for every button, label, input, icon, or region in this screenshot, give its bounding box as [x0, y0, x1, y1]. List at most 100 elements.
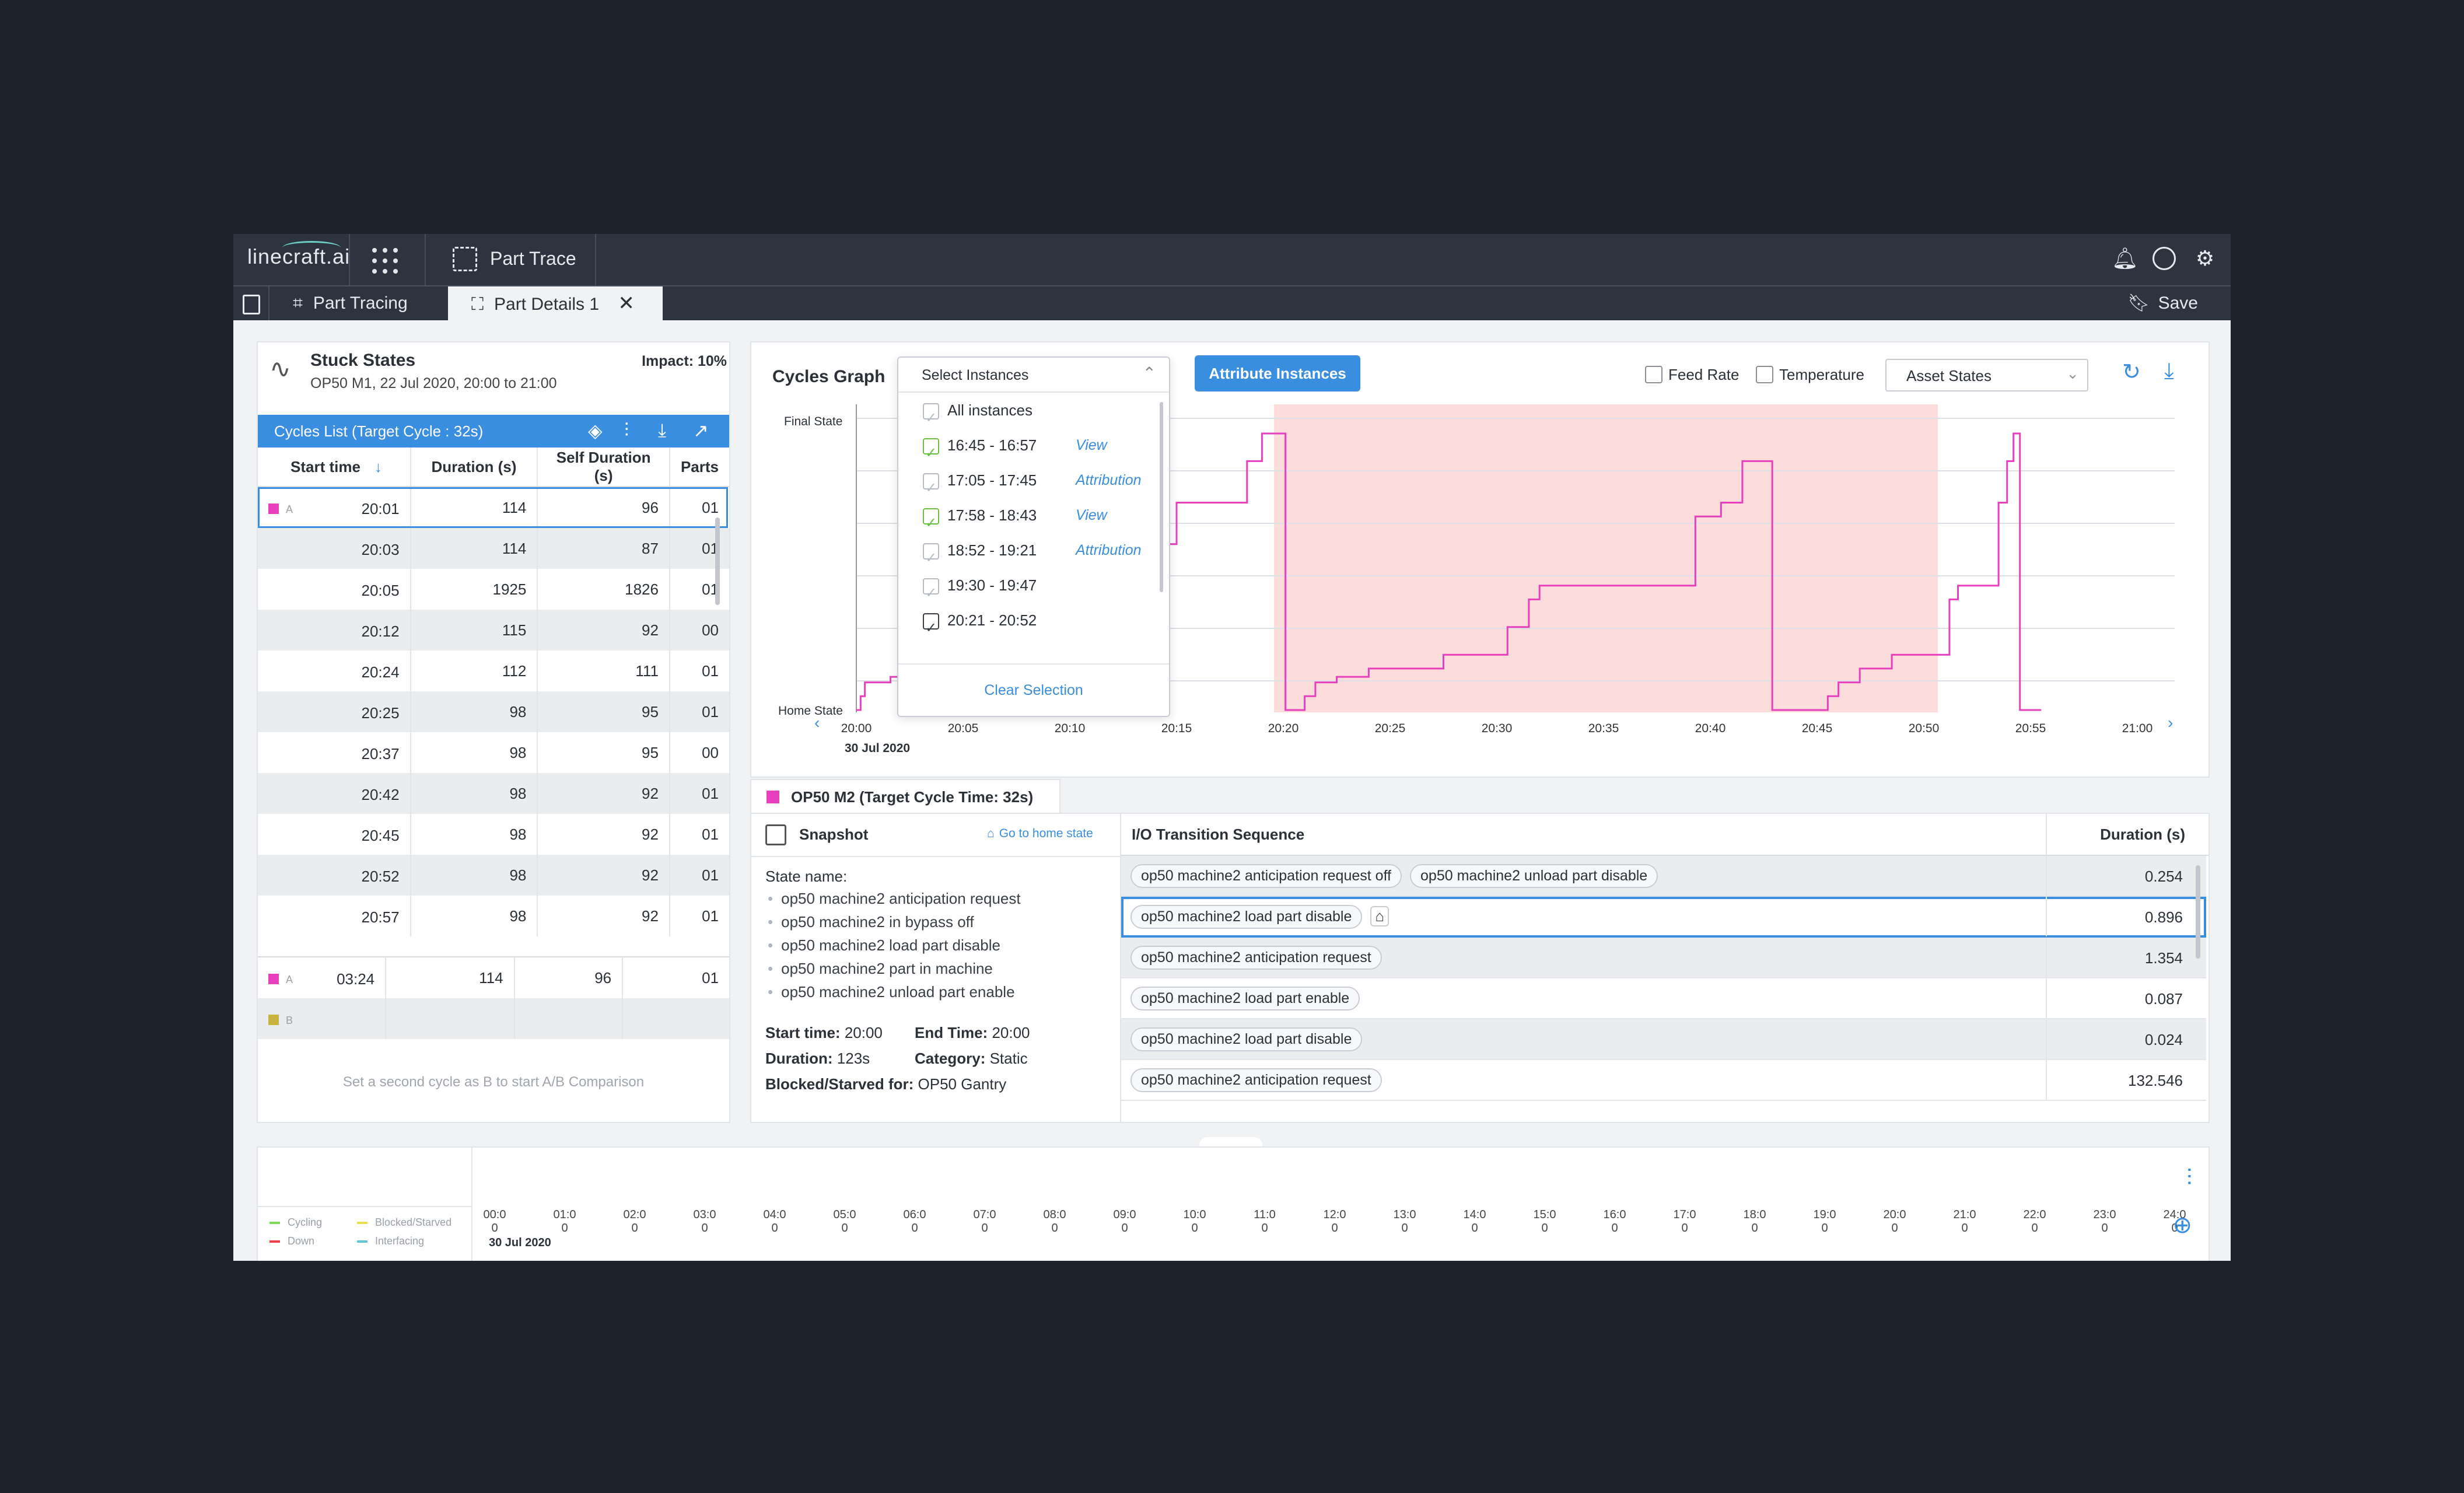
bell-icon[interactable]: 🔔︎: [2112, 246, 2138, 270]
go-home-link[interactable]: ⌂ Go to home state: [987, 827, 1093, 840]
cycle-tag: A: [286, 973, 293, 985]
io-row[interactable]: op50 machine2 load part enable 0.087: [1121, 978, 2206, 1019]
table-row[interactable]: 20:25 98 95 01: [258, 691, 729, 732]
col-parts[interactable]: Parts: [669, 447, 729, 487]
table-row[interactable]: 20:42 98 92 01: [258, 773, 729, 814]
blocked-value: OP50 Gantry: [918, 1075, 1007, 1093]
io-row[interactable]: op50 machine2 anticipation request 132.5…: [1121, 1060, 2206, 1101]
feed-rate-label: Feed Rate: [1668, 366, 1740, 383]
cell-self-duration: 92: [537, 855, 670, 896]
dropdown-scrollbar[interactable]: [1160, 402, 1163, 592]
cell-duration: 98: [410, 691, 538, 732]
cycles-table: Start time ↓ Duration (s) Self Duration (…: [258, 447, 729, 936]
instance-option[interactable]: 20:21 - 20:52: [923, 603, 1156, 646]
view-attribution-link[interactable]: View Attribution: [1076, 507, 1142, 558]
timeline-tick: 18:0 0: [1743, 1208, 1766, 1235]
view-attribution-link[interactable]: View Attribution: [1076, 437, 1142, 488]
sidebar-toggle-icon[interactable]: [243, 295, 260, 314]
instance-option[interactable]: 17:58 - 18:43 View Attribution: [923, 498, 1156, 558]
io-duration: 132.546: [2128, 1072, 2183, 1089]
instance-option[interactable]: All instances: [923, 393, 1156, 436]
instance-checkbox[interactable]: [923, 611, 939, 646]
instance-checkbox[interactable]: [923, 436, 939, 471]
io-row[interactable]: op50 machine2 load part disable 0.024: [1121, 1019, 2206, 1060]
tab-part-tracing[interactable]: ⌗ Part Tracing: [293, 293, 408, 313]
close-icon[interactable]: ✕: [618, 292, 635, 314]
cell-self-duration: 87: [537, 528, 670, 569]
cell-parts: 01: [702, 968, 719, 987]
attribute-instances-button[interactable]: Attribute Instances: [1195, 355, 1360, 391]
instance-option[interactable]: 19:30 - 19:47: [923, 568, 1156, 611]
timeline-tick: 07:0 0: [973, 1208, 996, 1235]
col-self-duration[interactable]: Self Duration (s): [537, 447, 670, 487]
cycles-list-header: Cycles List (Target Cycle : 32s) ◈ ⫶ ⤓ ↗: [258, 415, 729, 447]
table-row[interactable]: 20:45 98 92 01: [258, 814, 729, 855]
sliders-icon[interactable]: ⫶: [624, 419, 629, 440]
io-chip: op50 machine2 anticipation request: [1130, 946, 1382, 970]
cycle-tag-swatch: [268, 503, 279, 514]
instance-option[interactable]: 16:45 - 16:57 View Attribution: [923, 428, 1156, 488]
sort-arrow-icon[interactable]: ↓: [374, 457, 382, 475]
gear-icon[interactable]: ⚙: [2195, 246, 2215, 270]
table-row[interactable]: 20:24 112 111 01: [258, 651, 729, 691]
user-icon[interactable]: [2152, 247, 2176, 270]
io-chip: op50 machine2 load part disable: [1130, 1027, 1363, 1051]
cell-self-duration: [514, 998, 624, 1039]
refresh-icon[interactable]: ↻: [2122, 360, 2141, 384]
cell-duration: 98: [410, 773, 538, 814]
blocked-label: Blocked/Starved for:: [765, 1075, 914, 1093]
table-row[interactable]: B: [258, 998, 729, 1039]
table-row[interactable]: 20:52 98 92 01: [258, 855, 729, 896]
download-icon[interactable]: ⤓: [658, 419, 667, 440]
chart-next-icon[interactable]: ›: [2168, 714, 2174, 732]
chart-prev-icon[interactable]: ‹: [814, 714, 820, 732]
legend-swatch: [270, 1240, 280, 1243]
clear-selection-link[interactable]: Clear Selection: [984, 682, 1083, 698]
feed-rate-checkbox[interactable]: [1645, 366, 1662, 383]
table-row[interactable]: 20:05 1925 1826 01: [258, 569, 729, 610]
io-row[interactable]: op50 machine2 anticipation request off op…: [1121, 856, 2206, 897]
timeline-panel: Cycling Blocked/Starved Down Interfacing…: [257, 1146, 2210, 1261]
select-instances-header[interactable]: Select Instances ⌃: [898, 358, 1169, 393]
external-link-icon[interactable]: ↗: [693, 420, 709, 441]
col-start-time[interactable]: Start time: [290, 457, 360, 475]
instance-checkbox[interactable]: [923, 401, 939, 436]
module-title[interactable]: Part Trace: [490, 248, 576, 269]
temperature-checkbox[interactable]: [1756, 366, 1773, 383]
instance-checkbox[interactable]: [923, 506, 939, 541]
table-row[interactable]: 20:03 114 87 01: [258, 528, 729, 569]
table-row[interactable]: A 20:01 114 96 01: [258, 487, 729, 528]
asset-states-select[interactable]: Asset States ⌄: [1885, 359, 2088, 391]
zoom-in-icon[interactable]: ⊕: [2172, 1212, 2192, 1238]
tab-part-details-1[interactable]: ⛶ Part Details 1 ✕: [448, 286, 663, 320]
select-instances-dropdown[interactable]: Select Instances ⌃ All instances 16:45 -…: [897, 356, 1170, 717]
download-graph-icon[interactable]: ⤓: [2164, 359, 2174, 383]
instance-option[interactable]: 18:52 - 19:21: [923, 533, 1156, 576]
compare-hint: Set a second cycle as B to start A/B Com…: [342, 1074, 645, 1090]
io-row[interactable]: op50 machine2 load part disable ⌂ 0.896: [1121, 897, 2206, 938]
table-row[interactable]: 20:12 115 92 00: [258, 610, 729, 651]
layers-icon[interactable]: ◈: [588, 420, 603, 441]
home-state-icon[interactable]: ⌂: [1370, 906, 1390, 926]
apps-grid-icon[interactable]: [372, 248, 399, 275]
machine-tab[interactable]: OP50 M2 (Target Cycle Time: 32s): [750, 779, 1060, 814]
io-row[interactable]: op50 machine2 anticipation request 1.354: [1121, 938, 2206, 978]
save-button[interactable]: 🔖︎ Save: [2127, 293, 2198, 313]
timeline-tick: 17:0 0: [1673, 1208, 1696, 1235]
legend-swatch: [357, 1222, 368, 1225]
cell-self-duration: 111: [537, 651, 670, 691]
instance-checkbox[interactable]: [923, 541, 939, 576]
table-row[interactable]: 20:37 98 95 00: [258, 732, 729, 773]
table-scrollbar[interactable]: [715, 518, 720, 605]
table-row[interactable]: 20:57 98 92 01: [258, 896, 729, 936]
cell-self-duration: 92: [537, 610, 670, 651]
instance-checkbox[interactable]: [923, 471, 939, 506]
cell-parts: 01: [669, 528, 729, 569]
instance-checkbox[interactable]: [923, 576, 939, 611]
io-scrollbar[interactable]: [2196, 865, 2200, 959]
instance-option[interactable]: 17:05 - 17:45: [923, 463, 1156, 506]
col-duration[interactable]: Duration (s): [410, 447, 538, 487]
table-row[interactable]: A 03:24 114 96 01: [258, 957, 729, 998]
cell-start: 20:24: [361, 663, 400, 681]
filter-sliders-icon[interactable]: ⫶: [2186, 1165, 2192, 1191]
